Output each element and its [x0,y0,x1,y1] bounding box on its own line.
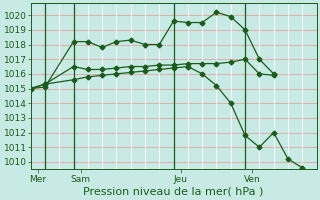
X-axis label: Pression niveau de la mer( hPa ): Pression niveau de la mer( hPa ) [84,187,264,197]
